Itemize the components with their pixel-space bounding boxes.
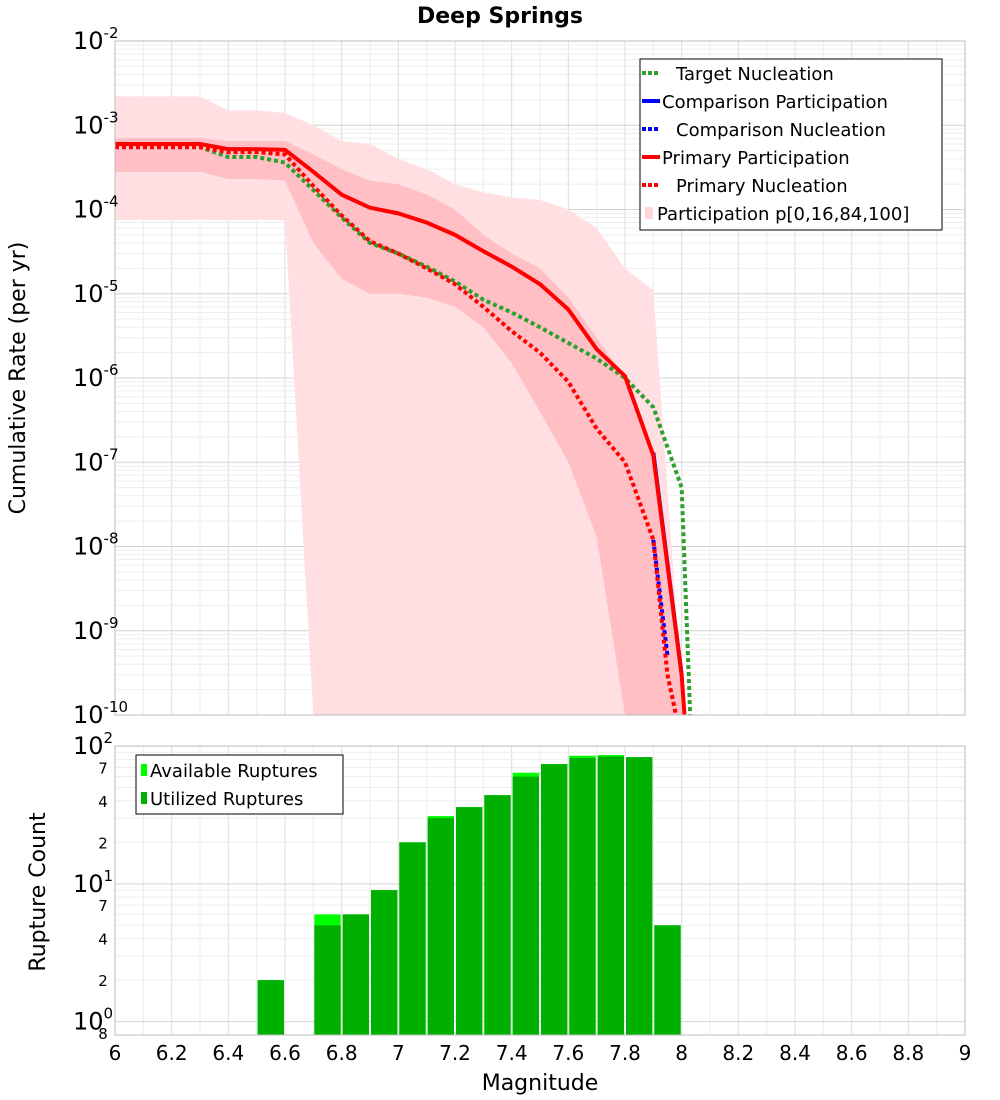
magnitude-tick-label: 8.2 [722, 1041, 754, 1065]
count-legend: Available Ruptures Utilized Ruptures [135, 754, 344, 815]
series-line-primary-participation [115, 141, 687, 715]
count-y-minor-tick-label: 4 [98, 793, 108, 811]
count-y-axis-title: Rupture Count [26, 812, 51, 972]
magnitude-tick-label: 7.8 [609, 1041, 641, 1065]
rate-legend-label: Participation p[0,16,84,100] [657, 204, 909, 225]
band-p0-p100 [115, 96, 682, 715]
count-legend-label: Available Ruptures [150, 761, 318, 782]
rate-y-tick-label: 10-9 [73, 614, 119, 645]
rate-legend-label: Comparison Participation [662, 92, 888, 113]
rate-legend: Target Nucleation Comparison Participatio… [639, 58, 943, 231]
count-y-minor-tick-label: 2 [98, 834, 108, 852]
magnitude-tick-label: 7.2 [439, 1041, 471, 1065]
count-y-tick-label: 102 [73, 729, 113, 760]
bar-utilized-ruptures [569, 757, 596, 1035]
bar-utilized-ruptures [512, 776, 539, 1035]
rate-y-tick-label: 10-5 [73, 277, 119, 308]
bar-utilized-ruptures [654, 925, 681, 1035]
rate-legend-label: Primary Nucleation [676, 176, 848, 197]
rate-y-axis-title: Cumulative Rate (per yr) [6, 242, 31, 515]
rate-y-tick-label: 10-10 [73, 698, 128, 729]
legend-swatch [141, 792, 147, 804]
rate-legend-label: Primary Participation [662, 148, 850, 169]
rate-legend-box [639, 58, 943, 231]
legend-swatch [141, 764, 147, 776]
bar-utilized-ruptures [257, 980, 284, 1035]
bar-utilized-ruptures [484, 795, 511, 1035]
bar-utilized-ruptures [456, 807, 483, 1035]
bar-utilized-ruptures [597, 756, 624, 1035]
rate-y-tick-label: 10-8 [73, 530, 119, 561]
magnitude-tick-label: 6.6 [269, 1041, 301, 1065]
rate-y-tick-label: 10-4 [73, 193, 119, 224]
rate-legend-label: Comparison Nucleation [676, 120, 886, 141]
count-y-minor-tick-label: 2 [98, 972, 108, 990]
magnitude-tick-label: 8 [675, 1041, 688, 1065]
magnitude-tick-label: 6.8 [326, 1041, 358, 1065]
magnitude-tick-label: 8.6 [836, 1041, 868, 1065]
count-y-tick-label: 101 [73, 867, 113, 898]
magnitude-tick-label: 6.4 [212, 1041, 244, 1065]
legend-swatch [645, 207, 653, 219]
bar-utilized-ruptures [371, 890, 398, 1035]
count-legend-label: Utilized Ruptures [150, 789, 303, 810]
bar-utilized-ruptures [626, 757, 653, 1035]
magnitude-tick-label: 7.6 [552, 1041, 584, 1065]
rate-legend-label: Target Nucleation [675, 64, 834, 85]
count-y-minor-tick-label: 7 [98, 897, 108, 915]
count-y-minor-tick-label: 7 [98, 759, 108, 777]
rate-y-tick-label: 10-3 [73, 108, 119, 139]
rate-y-tick-label: 10-6 [73, 361, 119, 392]
magnitude-tick-label: 7 [392, 1041, 405, 1065]
bar-utilized-ruptures [314, 925, 341, 1035]
magnitude-tick-label: 8.4 [779, 1041, 811, 1065]
bar-utilized-ruptures [342, 914, 369, 1035]
magnitude-tick-label: 7.4 [496, 1041, 528, 1065]
rate-y-tick-label: 10-7 [73, 445, 119, 476]
series-line-target-nucleation [115, 145, 693, 715]
chart-title: Deep Springs [417, 4, 583, 29]
bar-utilized-ruptures [427, 818, 454, 1035]
bar-utilized-ruptures [399, 842, 426, 1035]
rate-plot-frame [114, 40, 966, 716]
count-y-minor-tick-label: 4 [98, 931, 108, 949]
bar-utilized-ruptures [541, 764, 568, 1035]
count-y-minor-tick-label: 8 [98, 1025, 108, 1043]
count-plot-frame [114, 745, 966, 1036]
rate-series [115, 141, 693, 715]
magnitude-tick-label: 9 [959, 1041, 972, 1065]
rate-panel: 10-2 10-3 10-4 10-5 10-6 10-7 10-8 10-9 10-10 Tar… [73, 24, 966, 729]
series-line-primary-nucleation [115, 145, 678, 715]
count-y-tick-label: 100 [73, 1005, 113, 1036]
magnitude-tick-label: 8.8 [892, 1041, 924, 1065]
magnitude-tick-label: 6.2 [156, 1041, 188, 1065]
count-bars [257, 755, 681, 1035]
count-legend-box [135, 754, 344, 815]
rate-y-tick-label: 10-2 [73, 24, 119, 55]
magnitude-tick-label: 6 [109, 1041, 122, 1065]
magnitude-axis-title: Magnitude [482, 1071, 599, 1096]
